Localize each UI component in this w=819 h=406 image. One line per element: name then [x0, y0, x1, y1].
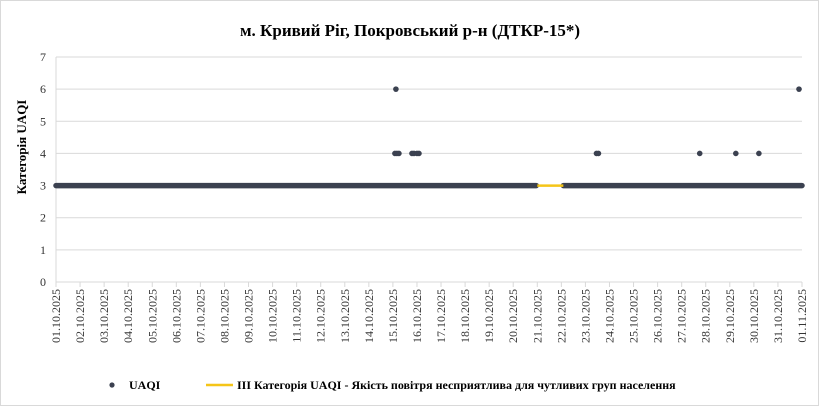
x-tick-label: 22.10.2025: [554, 289, 568, 343]
x-tick-label: 08.10.2025: [217, 289, 231, 343]
x-tick-label: 09.10.2025: [242, 289, 256, 343]
y-tick-label: 7: [40, 50, 46, 64]
y-tick-label: 4: [40, 146, 46, 160]
uaqi-point: [416, 150, 422, 157]
x-tick-label: 15.10.2025: [386, 289, 400, 343]
x-tick-label: 27.10.2025: [675, 289, 689, 343]
uaqi-point: [595, 150, 602, 157]
x-tick-label: 17.10.2025: [434, 289, 448, 343]
legend-marker-uaqi: [109, 382, 115, 388]
x-tick-label: 26.10.2025: [651, 289, 665, 343]
y-tick-label: 2: [40, 211, 46, 225]
uaqi-point: [756, 150, 762, 157]
uaqi-point: [733, 150, 739, 157]
y-tick-label: 3: [40, 179, 46, 193]
x-tick-label: 04.10.2025: [121, 289, 135, 343]
y-tick-label: 0: [40, 275, 46, 289]
x-tick-label: 25.10.2025: [627, 289, 641, 343]
x-tick-label: 13.10.2025: [338, 289, 352, 343]
uaqi-point: [396, 150, 402, 157]
x-tick-label: 01.10.2025: [49, 289, 63, 343]
x-tick-label: 01.11.2025: [795, 289, 809, 343]
legend-label-uaqi: UAQI: [129, 378, 161, 392]
x-tick-label: 02.10.2025: [73, 289, 87, 343]
x-tick-label: 31.10.2025: [771, 289, 785, 343]
y-tick-labels: 0 1 2 3 4 5 6 7: [40, 50, 46, 289]
legend: UAQI ІІІ Категорія UAQI - Якість повітря…: [109, 378, 676, 392]
uaqi-point: [393, 86, 399, 92]
y-axis-label: Категорія UAQI: [14, 100, 29, 195]
x-tick-label: 16.10.2025: [410, 289, 424, 343]
x-tick-label: 19.10.2025: [482, 289, 496, 343]
x-tick-label: 18.10.2025: [458, 289, 472, 343]
x-tick-label: 28.10.2025: [699, 289, 713, 343]
x-tick-label: 29.10.2025: [723, 289, 737, 343]
uaqi-point: [696, 150, 703, 157]
x-tick-label: 05.10.2025: [145, 289, 159, 343]
x-tick-label: 06.10.2025: [169, 289, 183, 343]
x-tick-label: 10.10.2025: [266, 289, 280, 343]
x-tick-label: 12.10.2025: [314, 289, 328, 343]
x-tick-labels: 01.10.2025 02.10.2025 03.10.2025 04.10.2025…: [49, 289, 809, 343]
x-tick-label: 03.10.2025: [97, 289, 111, 343]
x-tick-label: 30.10.2025: [747, 289, 761, 343]
chart-title: м. Кривий Ріг, Покровський р-н (ДТКР-15*…: [240, 21, 580, 40]
legend-label-category-3: ІІІ Категорія UAQI - Якість повітря несп…: [237, 378, 676, 392]
y-tick-label: 5: [40, 114, 46, 128]
uaqi-points: [392, 86, 802, 157]
uaqi-point: [796, 86, 802, 92]
grid-lines: [55, 56, 803, 287]
x-tick-label: 14.10.2025: [362, 289, 376, 343]
x-tick-label: 21.10.2025: [530, 289, 544, 343]
x-tick-label: 24.10.2025: [602, 289, 616, 343]
y-tick-label: 1: [40, 243, 46, 257]
x-tick-label: 11.10.2025: [290, 289, 304, 343]
x-tick-label: 07.10.2025: [193, 289, 207, 343]
y-tick-label: 6: [40, 82, 46, 96]
x-tick-label: 20.10.2025: [506, 289, 520, 343]
x-tick-label: 23.10.2025: [578, 289, 592, 343]
